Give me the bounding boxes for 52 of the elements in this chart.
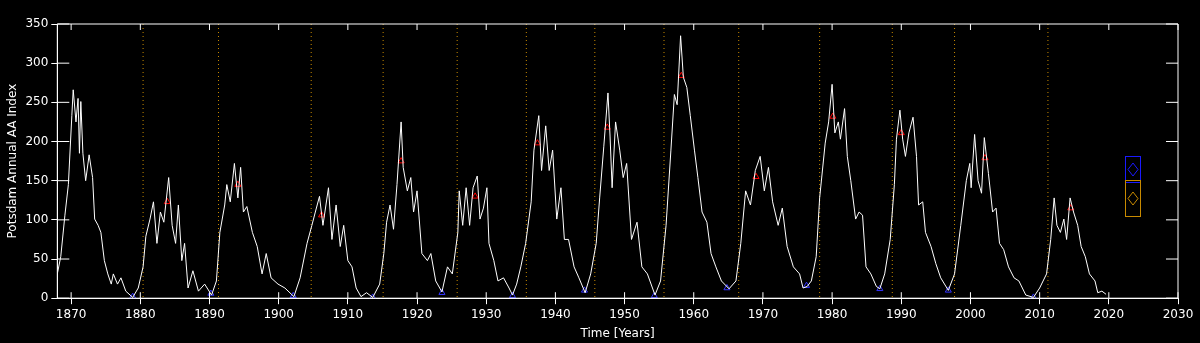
point xyxy=(129,292,137,299)
y-tick-label: 300 xyxy=(25,55,49,70)
y-tick-label: 50 xyxy=(33,251,49,266)
point xyxy=(723,284,731,291)
x-tick-label: 2010 xyxy=(1024,306,1055,321)
point xyxy=(580,286,588,293)
point xyxy=(897,128,905,136)
point xyxy=(438,288,446,295)
x-tick-label: 1920 xyxy=(401,306,433,321)
point xyxy=(944,286,952,293)
point xyxy=(802,281,811,288)
point xyxy=(533,139,541,146)
point xyxy=(369,293,377,299)
point xyxy=(752,172,760,180)
y-axis-title: Potsdam Annual AA Index xyxy=(5,83,20,239)
point xyxy=(207,289,215,296)
point xyxy=(876,284,884,292)
point xyxy=(829,112,837,119)
x-tick-label: 1900 xyxy=(263,306,294,321)
point xyxy=(603,123,611,130)
point xyxy=(508,291,517,299)
x-tick-label: 1870 xyxy=(55,306,87,321)
y-tick-label: 100 xyxy=(25,211,49,226)
point xyxy=(318,211,326,218)
point xyxy=(650,291,658,299)
x-tick-label: 1960 xyxy=(678,306,710,321)
x-tick-label: 1970 xyxy=(747,306,779,321)
y-tick-label: 150 xyxy=(25,172,49,187)
x-tick-label: 1990 xyxy=(886,306,917,321)
point xyxy=(471,192,479,199)
y-tick-label: 350 xyxy=(25,16,49,31)
point xyxy=(234,180,242,187)
y-tick-label: 0 xyxy=(40,290,49,305)
x-tick-label: 1950 xyxy=(609,306,640,321)
x-tick-label: 1980 xyxy=(816,306,848,321)
x-tick-label: 2000 xyxy=(955,306,986,321)
x-tick-label: 2020 xyxy=(1093,306,1125,321)
point xyxy=(981,153,989,161)
point xyxy=(677,71,685,78)
point xyxy=(397,157,405,164)
x-tick-label: 1930 xyxy=(470,306,502,321)
x-axis-title: Time [Years] xyxy=(579,325,655,340)
y-tick-label: 250 xyxy=(25,94,49,109)
x-tick-label: 1940 xyxy=(540,306,571,321)
point xyxy=(289,291,297,299)
point xyxy=(1067,204,1075,211)
x-tick-label: 1910 xyxy=(332,306,364,321)
y-tick-label: 200 xyxy=(25,133,49,148)
point xyxy=(163,197,171,205)
x-tick-label: 1890 xyxy=(194,306,225,321)
x-tick-label: 2030 xyxy=(1162,306,1194,321)
x-tick-label: 1880 xyxy=(125,306,156,321)
